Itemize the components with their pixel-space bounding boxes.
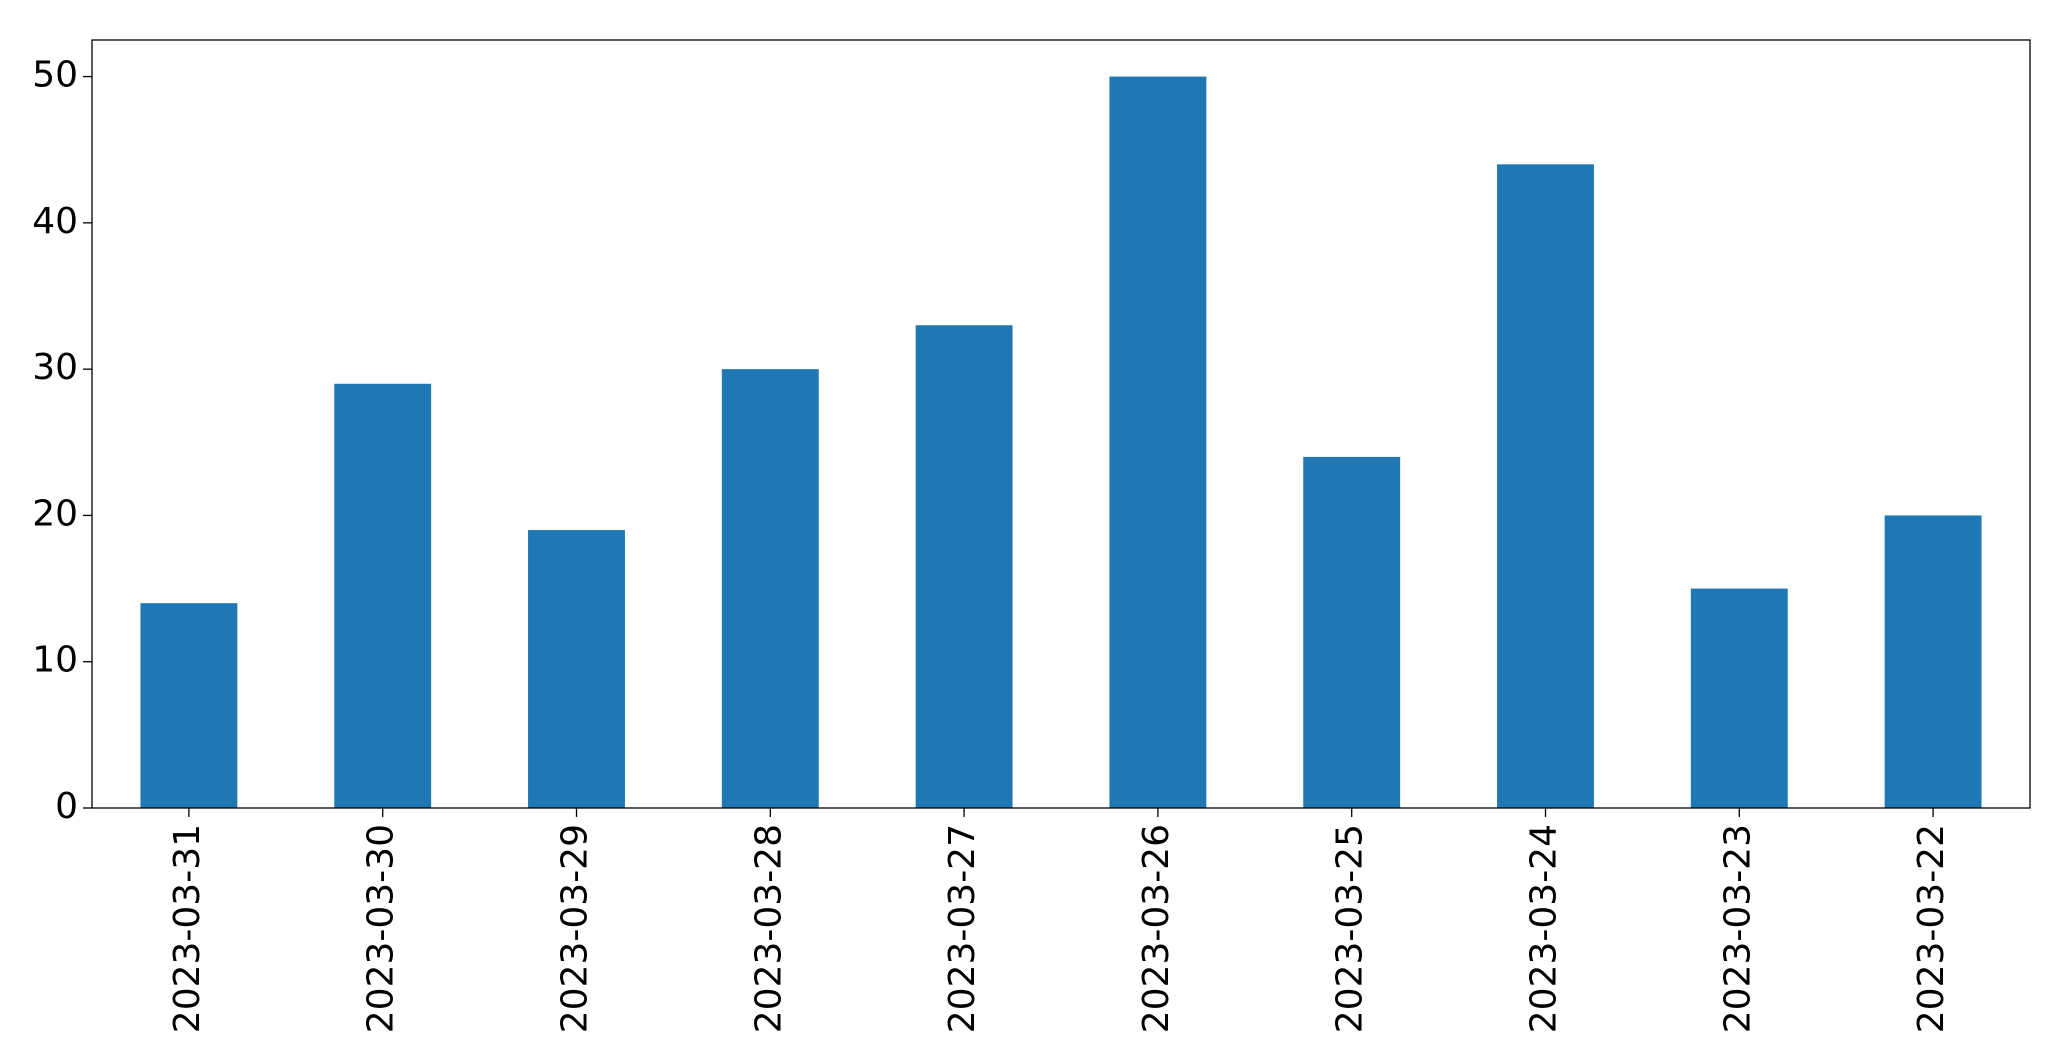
x-tick-label: 2023-03-30 [361, 824, 402, 1033]
x-tick-label: 2023-03-29 [555, 824, 596, 1033]
x-tick-label: 2023-03-26 [1136, 824, 1177, 1033]
x-tick-label: 2023-03-28 [748, 824, 789, 1033]
bar [528, 530, 625, 808]
x-tick-label: 2023-03-24 [1524, 824, 1565, 1033]
bar [140, 603, 238, 808]
x-tick-label: 2023-03-31 [167, 824, 208, 1033]
bar [334, 383, 432, 808]
bar [1690, 588, 1788, 808]
y-tick-label: 0 [55, 786, 78, 827]
bar [915, 325, 1013, 808]
bar [1303, 456, 1401, 808]
y-tick-label: 30 [32, 347, 78, 388]
x-tick-label: 2023-03-27 [942, 824, 983, 1033]
x-tick-label: 2023-03-22 [1911, 824, 1952, 1033]
x-tick-label: 2023-03-25 [1330, 824, 1371, 1033]
bar [1884, 515, 1982, 808]
y-tick-label: 20 [32, 493, 78, 534]
y-tick-label: 50 [32, 55, 78, 96]
y-tick-label: 10 [32, 640, 78, 681]
bar [1497, 164, 1594, 809]
x-tick-label: 2023-03-23 [1717, 824, 1758, 1033]
bar [721, 369, 819, 808]
plot-frame [91, 39, 2031, 809]
y-tick-label: 40 [32, 201, 78, 242]
bar [1109, 76, 1207, 809]
